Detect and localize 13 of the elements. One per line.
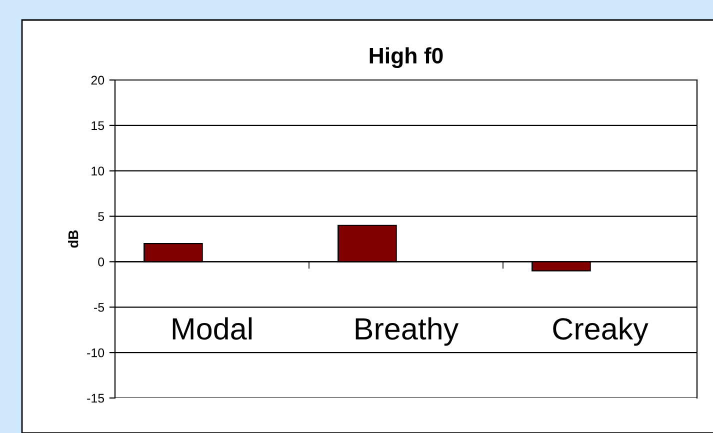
- y-tick-label: 5: [98, 212, 104, 221]
- chart-title: High f0: [370, 47, 443, 68]
- y-tick-label: 10: [92, 166, 104, 176]
- y-tick-label: 20: [91, 76, 104, 85]
- x-tick-label: Breathy: [356, 317, 459, 346]
- y-tick-label: -15: [87, 394, 104, 403]
- y-tick-label: 0: [98, 258, 104, 266]
- y-axis-title: dB: [68, 230, 78, 248]
- y-tick-label: -5: [94, 303, 104, 312]
- y-tick-label: -10: [87, 348, 104, 358]
- x-tick-label: Creaky: [553, 317, 648, 346]
- x-tick-label: Modal: [172, 317, 252, 340]
- y-tick-label: 15: [92, 121, 104, 130]
